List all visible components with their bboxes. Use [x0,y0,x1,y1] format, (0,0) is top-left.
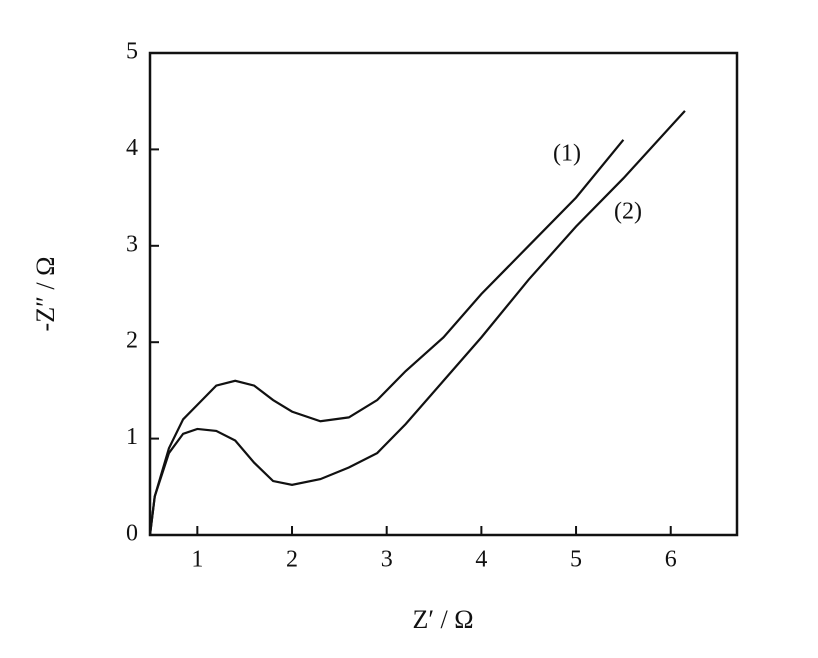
x-tick-label: 5 [570,547,582,573]
plot-frame [148,51,739,537]
y-tick-label: 0 [126,521,138,547]
y-tick-label: 2 [126,328,138,354]
y-tick-label: 4 [126,135,138,161]
x-tick-label: 4 [475,547,487,573]
x-tick-label: 6 [665,547,677,573]
series-line [148,110,686,536]
y-tick-label: 1 [126,424,138,450]
series-label: (2) [614,199,642,225]
series-line [148,139,625,536]
y-tick-label: 3 [126,231,138,257]
y-axis-title: -Z″ / Ω [31,257,60,332]
series-label: (1) [553,141,581,167]
x-tick-label: 3 [381,547,393,573]
x-tick-label: 2 [286,547,298,573]
x-tick-label: 1 [191,547,203,573]
x-axis-title: Z′ / Ω [412,605,473,634]
y-tick-label: 5 [126,39,138,65]
